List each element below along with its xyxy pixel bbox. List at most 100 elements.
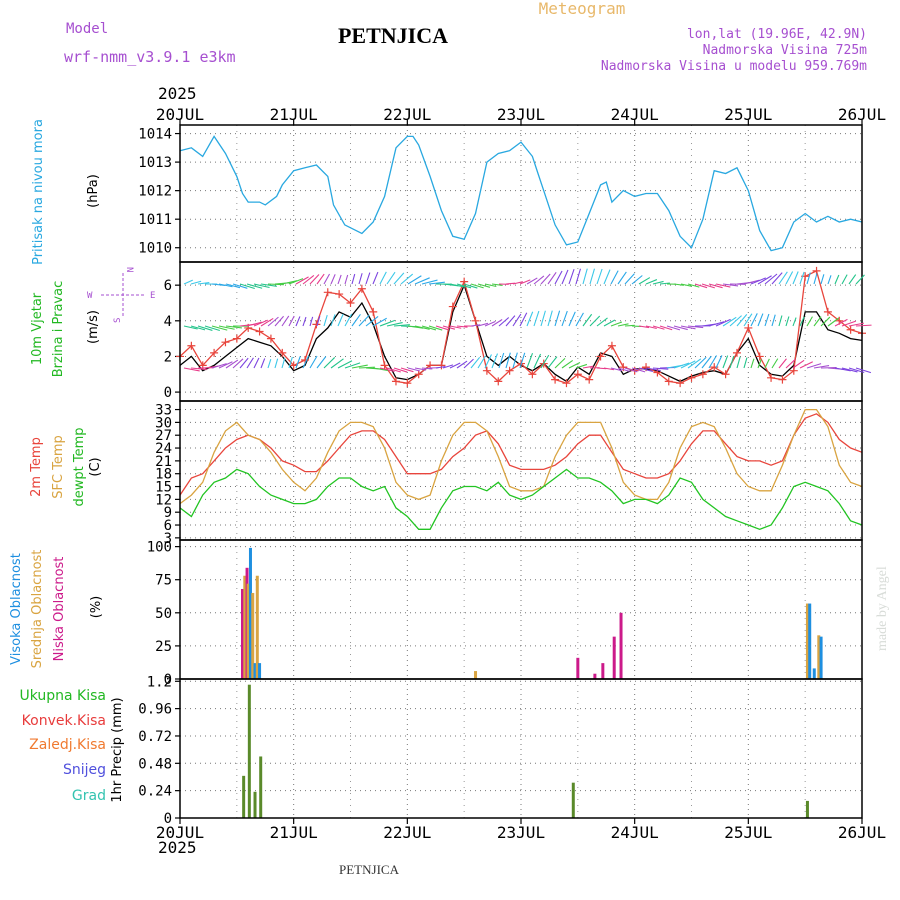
- wind-arrow: [183, 325, 198, 330]
- wind-arrow: [589, 315, 601, 327]
- year-bottom: 2025: [158, 838, 197, 857]
- wind-arrow: [260, 283, 277, 287]
- dewpt-ylabel: dewpt Temp: [72, 427, 87, 506]
- lonlat-label: lon,lat (19.96E, 42.9N): [687, 27, 867, 42]
- wind-arrow: [197, 325, 213, 331]
- x-tick-label-top: 26JUL: [838, 105, 886, 124]
- wind-arrow: [337, 274, 342, 285]
- bar-niska-oblacnost: [593, 673, 597, 679]
- wind-arrow: [575, 312, 584, 327]
- wind-arrow: [267, 359, 272, 369]
- gust-marker: [187, 341, 196, 350]
- wind-arrow: [743, 357, 748, 369]
- wind-arrow: [722, 316, 737, 327]
- wind-arrow: [771, 358, 779, 369]
- wind-arrow: [463, 283, 478, 289]
- wind-arrow: [750, 313, 758, 327]
- bar-visoka-oblacnost: [258, 663, 262, 679]
- wind-arrow: [316, 356, 327, 369]
- y-tick-label: 50: [155, 606, 172, 622]
- wind-arrow: [400, 367, 414, 373]
- bar-niska-oblacnost: [601, 663, 605, 679]
- bar-visoka-oblacnost: [808, 603, 812, 679]
- wind-arrow: [218, 283, 233, 288]
- low-cloud-ylabel: Niska Oblacnost: [52, 557, 67, 662]
- wind-arrow: [218, 361, 233, 369]
- wind-arrow: [323, 357, 336, 369]
- wind-arrow: [610, 367, 622, 372]
- wind-arrow: [582, 313, 593, 327]
- wind-arrow: [512, 313, 522, 327]
- wind-arrow: [498, 317, 510, 327]
- wind-arrow: [834, 367, 851, 372]
- wind-arrow: [673, 362, 690, 369]
- wind-arrow: [701, 355, 712, 369]
- wind-arrow: [533, 310, 540, 327]
- wind-arrow: [225, 359, 239, 369]
- wind-arrow: [323, 273, 331, 285]
- wind-arrow: [617, 323, 629, 327]
- wind-arrow: [638, 367, 654, 372]
- y-tick-label: 12: [155, 492, 172, 508]
- legend-frozen-rain: Zaledj.Kisa: [29, 737, 106, 753]
- wind-arrow: [232, 358, 244, 369]
- bar-niska-oblacnost: [612, 636, 616, 679]
- legend-conv-rain: Konvek.Kisa: [22, 713, 106, 729]
- wind-arrow: [344, 274, 349, 285]
- y-tick-label: 0.24: [138, 784, 172, 800]
- wind-arrow: [729, 355, 735, 369]
- wind-arrow: [288, 278, 304, 285]
- wind-arrow: [736, 356, 741, 369]
- bar-ukupna-kisa: [805, 800, 809, 818]
- wind-arrow: [526, 353, 534, 369]
- bar-srednja-oblacnost: [255, 575, 259, 679]
- wind-arrow: [372, 317, 387, 327]
- wind-arrow: [428, 325, 443, 331]
- wind-arrow: [463, 358, 474, 369]
- bar-visoka-oblacnost: [248, 547, 252, 679]
- gust-marker: [573, 370, 582, 379]
- wind-arrow: [456, 360, 468, 369]
- wind-arrow: [687, 325, 704, 329]
- bar-ukupna-kisa: [571, 782, 575, 818]
- wind-arrow: [596, 268, 603, 285]
- wind-ylabel: 10m Vjetar: [30, 292, 45, 365]
- wind-arrow: [344, 362, 361, 369]
- gust-marker: [289, 361, 298, 370]
- wind-arrow: [736, 314, 748, 327]
- x-tick-label-top: 23JUL: [497, 105, 545, 124]
- wind-arrow: [281, 357, 286, 369]
- gust-marker: [767, 373, 776, 382]
- gust-marker: [391, 377, 400, 386]
- y-tick-label: 1011: [138, 212, 172, 228]
- wind-arrow: [414, 277, 430, 285]
- gust-marker: [403, 379, 412, 388]
- wind-arrow: [813, 365, 830, 369]
- gust-marker: [585, 375, 594, 384]
- wind-arrow: [554, 357, 566, 369]
- wind-arrow: [750, 277, 766, 285]
- y-tick-label: 9: [164, 505, 172, 521]
- wind-arrow: [183, 367, 200, 372]
- y-tick-label: 21: [155, 454, 172, 470]
- altitude-label: Nadmorska Visina 725m: [703, 43, 868, 58]
- wind-arrow: [694, 283, 708, 289]
- cloud-unit: (%): [89, 596, 104, 619]
- wind-arrow: [645, 367, 661, 372]
- wind-arrow: [645, 325, 657, 330]
- wind-arrow: [785, 316, 790, 327]
- compass-east: E: [150, 291, 155, 301]
- wind-arrow: [855, 324, 872, 327]
- gust-marker: [676, 379, 685, 388]
- wind-arrow: [764, 358, 770, 369]
- wind-arrow: [351, 273, 356, 285]
- y-tick-label: 25: [155, 639, 172, 655]
- wind-arrow: [274, 358, 279, 369]
- wind-arrow: [547, 310, 553, 327]
- wind-arrow: [267, 316, 279, 327]
- wind-arrow: [701, 283, 715, 289]
- wind-arrow: [568, 311, 576, 327]
- wind-arrow: [512, 352, 518, 369]
- panel-pressure: 1010 1011 1012 1013 1014: [138, 124, 863, 263]
